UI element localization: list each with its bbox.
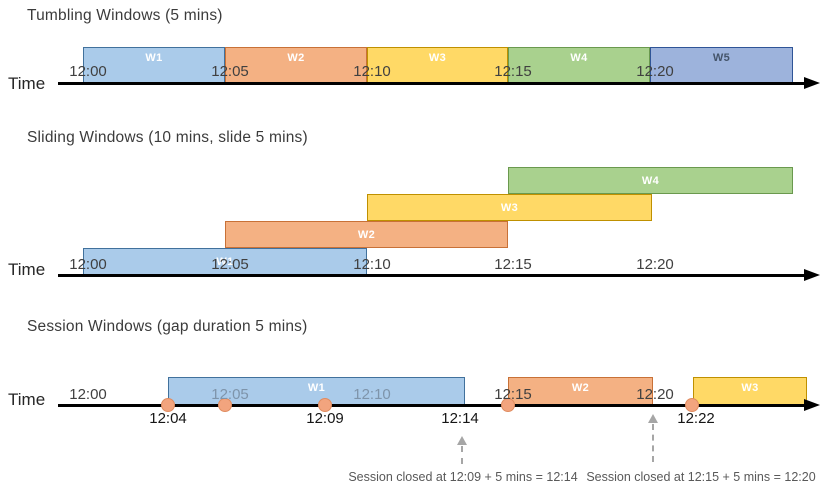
tick-label: 12:20 [636, 386, 674, 403]
event-dot [218, 398, 232, 412]
time-axis-label: Time [8, 260, 46, 279]
window-label: W4 [570, 52, 588, 64]
window-label: W1 [307, 382, 326, 394]
window-label: W2 [571, 382, 590, 394]
tick-label: 12:00 [69, 63, 107, 80]
time-axis-label: Time [8, 74, 46, 93]
window-label: W3 [428, 52, 447, 64]
window-label: W1 [145, 52, 163, 64]
event-dot [685, 398, 699, 412]
window-label: W2 [357, 228, 376, 241]
event-dot [161, 398, 175, 412]
tumbling-title: Tumbling Windows (5 mins) [27, 7, 223, 24]
tumbling-window-w5: W5 [650, 47, 793, 83]
window-label: W5 [712, 52, 731, 64]
sliding-title: Sliding Windows (10 mins, slide 5 mins) [27, 129, 308, 146]
tick-label: 12:10 [353, 63, 391, 80]
sliding-window-w3: W3 [367, 194, 652, 221]
event-time-label: 12:22 [677, 410, 715, 427]
timeline [58, 82, 806, 85]
tick-label: 12:15 [494, 386, 532, 403]
session-close-arrow-shaft [461, 446, 463, 464]
session-close-annotation: Session closed at 12:09 + 5 mins = 12:14 [348, 470, 578, 484]
timeline-arrowhead-icon [804, 269, 820, 281]
tick-label: 12:20 [636, 256, 674, 273]
event-dot [501, 398, 515, 412]
timeline [58, 404, 806, 407]
tick-label: 12:05 [211, 386, 249, 403]
session-window-w1: W1 [168, 377, 465, 405]
tick-label: 12:05 [211, 63, 249, 80]
session-title: Session Windows (gap duration 5 mins) [27, 318, 308, 335]
session-window-w3: W3 [693, 377, 807, 405]
session-close-annotation: Session closed at 12:15 + 5 mins = 12:20 [586, 470, 816, 484]
event-time-label: 12:09 [306, 410, 344, 427]
sliding-window-w4: W4 [508, 167, 793, 194]
event-time-label: 12:14 [441, 410, 479, 427]
tick-label: 12:00 [69, 386, 107, 403]
window-label: W2 [287, 52, 305, 64]
tick-label: 12:00 [69, 256, 107, 273]
sliding-window-w1: W1 [83, 248, 367, 275]
tick-label: 12:20 [636, 63, 674, 80]
tick-label: 12:15 [494, 256, 532, 273]
window-label: W4 [641, 174, 660, 187]
event-time-label: 12:04 [149, 410, 187, 427]
window-label: W1 [216, 255, 234, 268]
timeline-arrowhead-icon [804, 399, 820, 411]
tick-label: 12:10 [353, 386, 391, 403]
tick-label: 12:05 [211, 256, 249, 273]
event-dot [318, 398, 332, 412]
session-close-arrow-icon [457, 436, 467, 445]
sliding-window-w2: W2 [225, 221, 508, 248]
timeline [58, 274, 806, 277]
window-label: W3 [500, 201, 519, 214]
tumbling-window-w1: W1 [83, 47, 225, 83]
tick-label: 12:10 [353, 256, 391, 273]
session-close-arrow-icon [648, 414, 658, 423]
tumbling-window-w3: W3 [367, 47, 508, 83]
time-axis-label: Time [8, 390, 46, 409]
timeline-arrowhead-icon [804, 77, 820, 89]
tick-label: 12:15 [494, 63, 532, 80]
window-label: W3 [741, 382, 759, 394]
session-close-arrow-shaft [652, 424, 654, 462]
